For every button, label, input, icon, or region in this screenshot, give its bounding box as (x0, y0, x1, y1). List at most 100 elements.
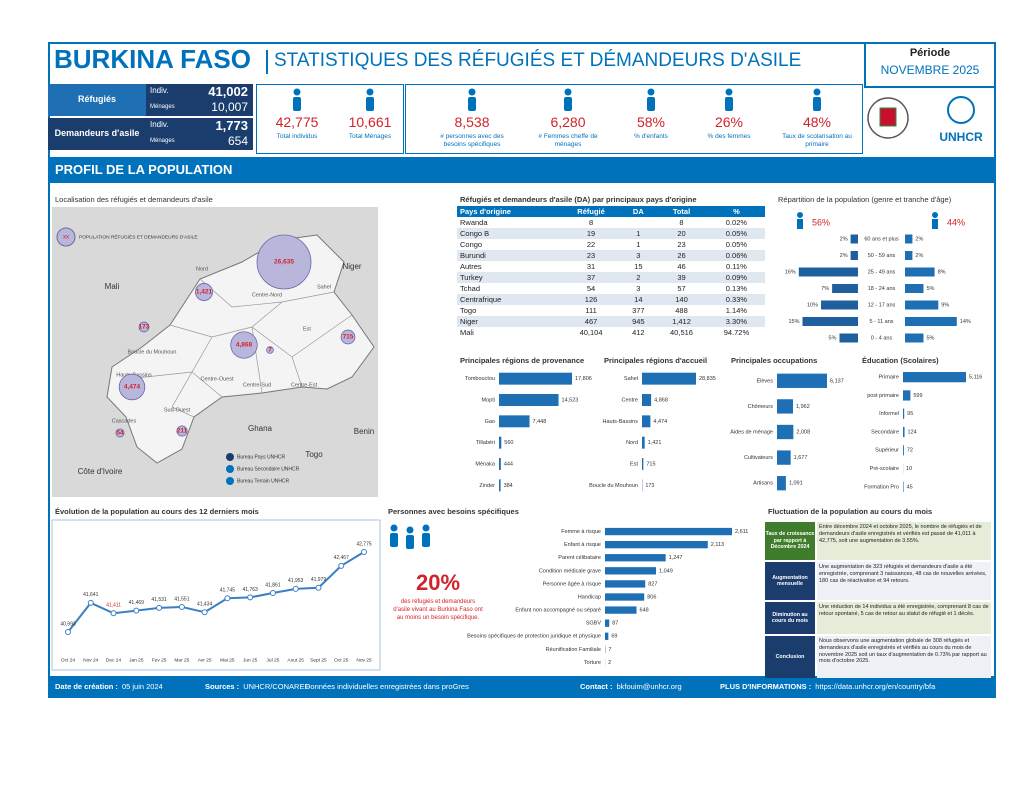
bar (777, 399, 793, 414)
kpi-icon (813, 88, 821, 111)
x-tick-label: Mai 25 (220, 657, 235, 663)
footer-item: Données individuelles enregistrées dans … (305, 682, 469, 691)
table-cell: 0.05% (725, 240, 748, 249)
line-point (201, 609, 208, 616)
region-border (199, 278, 335, 308)
indiv-label: Indiv. (150, 120, 169, 129)
category-label: Besoins spécifiques de protection juridi… (467, 634, 601, 640)
indiv-label: Indiv. (150, 86, 169, 95)
value-label: 87 (612, 621, 618, 627)
value-label: 95 (907, 411, 913, 417)
table-cell: 46 (677, 262, 686, 271)
table-row: Autres 31 15 46 0.11% (457, 261, 765, 272)
bubble-label: 211 (177, 428, 188, 435)
icon-body (366, 97, 374, 111)
value-label: 806 (647, 594, 656, 600)
bar (903, 445, 904, 456)
table-row: Togo 111 377 488 1.14% (457, 305, 765, 316)
kpi-value: 8,538 (454, 114, 490, 130)
footer-item: Date de création :05 juin 2024 (55, 682, 163, 691)
table-cell: 1 (636, 229, 641, 238)
icon-body (468, 97, 476, 111)
bar-chart: Sahel 28,835 Centre 4,868 Hauts-Bassins 4,474… (589, 372, 716, 492)
bar (605, 540, 708, 549)
table-row: Turkey 37 2 39 0.09% (457, 272, 765, 283)
country-label: Ghana (248, 424, 273, 433)
category-label: Tombouctou (465, 376, 495, 382)
pyramid-bar (905, 317, 957, 326)
unhcr-mark (947, 96, 975, 124)
value-label: 648 (640, 608, 649, 614)
icon-body (422, 533, 430, 547)
population-bubble (115, 428, 125, 438)
column-header: DA (621, 206, 656, 217)
footer-value: UNHCR/CONAREF (243, 682, 310, 691)
x-tick-label: Dec 24 (106, 657, 122, 663)
table-cell: 14 (634, 295, 643, 304)
country-label: Côte d'Ivoire (78, 467, 123, 476)
value-label: 6,137 (830, 378, 844, 384)
gender-icon (797, 212, 803, 218)
table-cell: 0.13% (725, 284, 748, 293)
table-cell: 19 (586, 229, 596, 238)
bar (605, 527, 732, 536)
category-label: Pré-scolaire (870, 466, 899, 472)
table-cell: 0.05% (725, 229, 748, 238)
x-tick-label: Jun 25 (243, 657, 258, 663)
plot-bg (51, 519, 381, 671)
category-label: Hauts-Bassins (603, 419, 639, 425)
fluctuation-text: Nous observons une augmentation globale … (817, 636, 991, 678)
age-label: 25 - 49 ans (868, 269, 896, 275)
bar (642, 436, 645, 449)
bubble-label: 173 (139, 324, 150, 331)
bar (605, 554, 666, 562)
logos: UNHCR (867, 96, 983, 144)
table-cell: 23 (586, 251, 596, 260)
bar (499, 394, 559, 406)
table-cell: 15 (634, 262, 643, 271)
category-label: Chômeurs (748, 404, 774, 410)
pyramid-value: 8% (938, 269, 946, 275)
x-tick-label: Jan 25 (129, 657, 144, 663)
bar (903, 408, 905, 419)
bar (777, 450, 791, 465)
point-label: 42,467 (334, 555, 350, 561)
office-icon (226, 453, 234, 461)
table-cell: 0.09% (725, 273, 748, 282)
category-label: Centre (621, 397, 638, 403)
point-label: 41,551 (174, 596, 190, 602)
footer-value: Données individuelles enregistrées dans … (305, 682, 469, 691)
icon-body (564, 97, 572, 111)
bar-chart: Primaire 5,116 post primaire 599 Informel 95 S… (864, 372, 982, 492)
table-cell: 945 (632, 317, 645, 326)
pyramid-bar (821, 300, 858, 310)
bar (499, 415, 530, 428)
category-label: Zinder (479, 483, 495, 489)
title-separator (266, 50, 268, 74)
bubble-label: 4,474 (124, 384, 141, 391)
category-label: Artisans (753, 481, 773, 487)
kpi-label: Total individus (276, 133, 318, 140)
line-point (338, 562, 345, 569)
category-label: Enfant à risque (564, 542, 601, 548)
line-point (269, 590, 276, 597)
pyramid-value: 9% (941, 302, 949, 308)
value-label: 1,962 (796, 404, 810, 410)
bar (642, 415, 651, 428)
line-chart: 40,993 Oct 24 41,641 Nov 24 41,411 Dec 24 41,4… (51, 519, 381, 671)
fluctuation-text: Une réduction de 14 individus a été enre… (817, 602, 991, 634)
population-bubble (176, 425, 188, 437)
icon-head (468, 88, 476, 96)
bar (605, 632, 609, 640)
bar (499, 436, 502, 449)
chart-title: Évolution de la population au cours des … (55, 507, 259, 516)
bar (605, 593, 645, 601)
population-bubble (230, 331, 258, 359)
point-label: 41,745 (220, 588, 236, 594)
footer-item: Sources : UNHCR/CONAREF (205, 682, 309, 691)
footer-bar (48, 676, 996, 698)
bar (605, 567, 657, 575)
country-label: Niger (342, 262, 361, 271)
line-point (65, 629, 71, 635)
value-label: 384 (504, 483, 513, 489)
